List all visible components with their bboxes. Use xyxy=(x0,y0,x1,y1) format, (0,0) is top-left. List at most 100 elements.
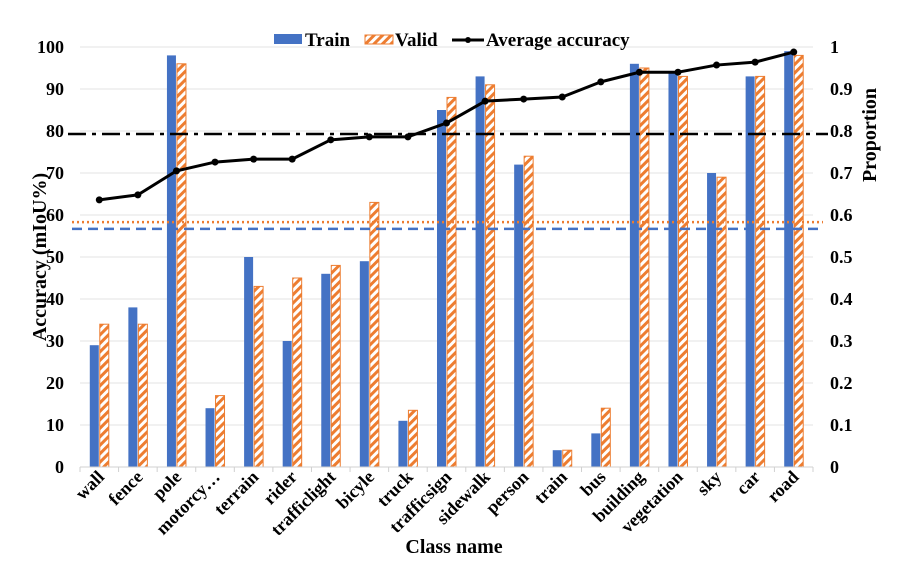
y2-tick-label: 0.7 xyxy=(830,163,853,183)
bar-train xyxy=(552,450,562,467)
bar-train xyxy=(359,261,369,467)
bar-train xyxy=(629,63,639,468)
x-tick-label: car xyxy=(732,467,764,499)
y-tick-label: 50 xyxy=(46,247,64,267)
average-accuracy-point xyxy=(404,133,412,141)
y-tick-labels: 0 10 20 30 40 50 60 70 80 90 100 xyxy=(37,37,64,477)
bar-valid xyxy=(600,407,611,468)
bar-train xyxy=(475,76,485,468)
bar-train xyxy=(745,76,755,468)
x-axis-title: Class name xyxy=(405,536,502,558)
reference-lines xyxy=(68,132,828,231)
y2-tick-label: 0.1 xyxy=(830,415,853,435)
average-accuracy-point xyxy=(558,93,566,101)
y2-axis-title: Proportion xyxy=(859,88,881,182)
legend-swatch-marker xyxy=(465,37,471,43)
bar-train xyxy=(591,433,601,467)
bar-train xyxy=(128,307,138,467)
y2-tick-label: 0.8 xyxy=(830,121,853,141)
average-accuracy-point xyxy=(520,95,528,103)
bar-valid xyxy=(523,155,534,468)
bar-valid xyxy=(99,323,110,468)
x-tick-label: person xyxy=(482,467,533,518)
bar-train xyxy=(784,51,794,467)
average-accuracy-line xyxy=(95,48,798,204)
bar-train xyxy=(321,273,331,467)
y-tick-label: 30 xyxy=(46,331,64,351)
average-accuracy-point xyxy=(211,158,219,166)
average-accuracy-point xyxy=(790,48,798,56)
bar-train xyxy=(668,72,678,467)
average-accuracy-point xyxy=(674,68,682,76)
y2-tick-label: 0.4 xyxy=(830,289,853,309)
y2-tick-label: 0.9 xyxy=(830,79,853,99)
average-accuracy-point xyxy=(327,136,335,144)
y2-tick-label: 0.5 xyxy=(830,247,853,267)
y2-tick-label: 0.3 xyxy=(830,331,853,351)
y-tick-label: 20 xyxy=(46,373,64,393)
legend-label-valid: Valid xyxy=(395,30,438,51)
bars xyxy=(89,51,804,468)
y-tick-label: 0 xyxy=(55,457,64,477)
bar-train xyxy=(514,164,524,467)
y-tick-label: 60 xyxy=(46,205,64,225)
y-tick-label: 10 xyxy=(46,415,64,435)
bar-valid xyxy=(562,449,573,468)
y2-tick-label: 0.2 xyxy=(830,373,853,393)
y2-tick-label: 0 xyxy=(830,457,839,477)
bar-train xyxy=(89,345,99,467)
x-tick-label: wall xyxy=(71,467,108,504)
bar-train xyxy=(707,173,717,467)
legend-swatch-valid xyxy=(364,34,394,45)
average-accuracy-point xyxy=(481,97,489,105)
bar-valid xyxy=(793,54,804,468)
average-accuracy-point xyxy=(713,61,721,69)
average-accuracy-point xyxy=(751,58,759,66)
legend-label-average: Average accuracy xyxy=(486,30,630,51)
bar-train xyxy=(398,420,408,467)
bar-train xyxy=(166,55,176,468)
bar-valid xyxy=(330,264,341,468)
bar-train xyxy=(205,408,215,467)
y-tick-label: 90 xyxy=(46,79,64,99)
legend: Train Valid Average accuracy xyxy=(274,30,630,51)
x-tick-label: fence xyxy=(104,467,146,509)
bar-valid xyxy=(215,395,226,468)
bar-valid xyxy=(446,96,457,468)
bar-valid xyxy=(716,176,727,468)
y-axis-title: Accuracy (mIoU%) xyxy=(29,173,51,341)
bar-valid xyxy=(407,409,418,468)
bar-valid xyxy=(137,323,148,468)
bar-train xyxy=(244,257,254,467)
x-tick-label: terrain xyxy=(210,467,262,519)
average-accuracy-point xyxy=(172,167,180,175)
average-accuracy-point xyxy=(250,155,258,163)
bar-valid xyxy=(253,285,264,468)
x-tick-label: bicyle xyxy=(332,467,378,513)
average-accuracy-point xyxy=(288,155,296,163)
y-tick-label: 80 xyxy=(46,121,64,141)
x-tick-label: road xyxy=(763,467,802,506)
y2-tick-label: 0.6 xyxy=(830,205,853,225)
y2-tick-labels: 0 0.1 0.2 0.3 0.4 0.5 0.6 0.7 0.8 0.9 1 xyxy=(830,37,853,477)
bar-train xyxy=(282,341,292,467)
y2-tick-label: 1 xyxy=(830,37,839,57)
bar-valid xyxy=(176,63,187,468)
bar-valid xyxy=(292,277,303,468)
y-tick-label: 70 xyxy=(46,163,64,183)
legend-label-train: Train xyxy=(305,30,350,51)
bar-valid xyxy=(369,201,380,468)
average-accuracy-point xyxy=(365,133,373,141)
bar-valid xyxy=(639,67,650,468)
bar-valid xyxy=(485,84,496,468)
average-accuracy-point xyxy=(597,78,605,86)
legend-swatch-train xyxy=(274,34,302,44)
average-accuracy-point xyxy=(443,119,450,127)
y-tick-label: 40 xyxy=(46,289,64,309)
x-tick-label: train xyxy=(530,467,571,508)
average-accuracy-point xyxy=(635,68,643,76)
axes xyxy=(79,466,814,472)
average-accuracy-point xyxy=(95,196,103,204)
